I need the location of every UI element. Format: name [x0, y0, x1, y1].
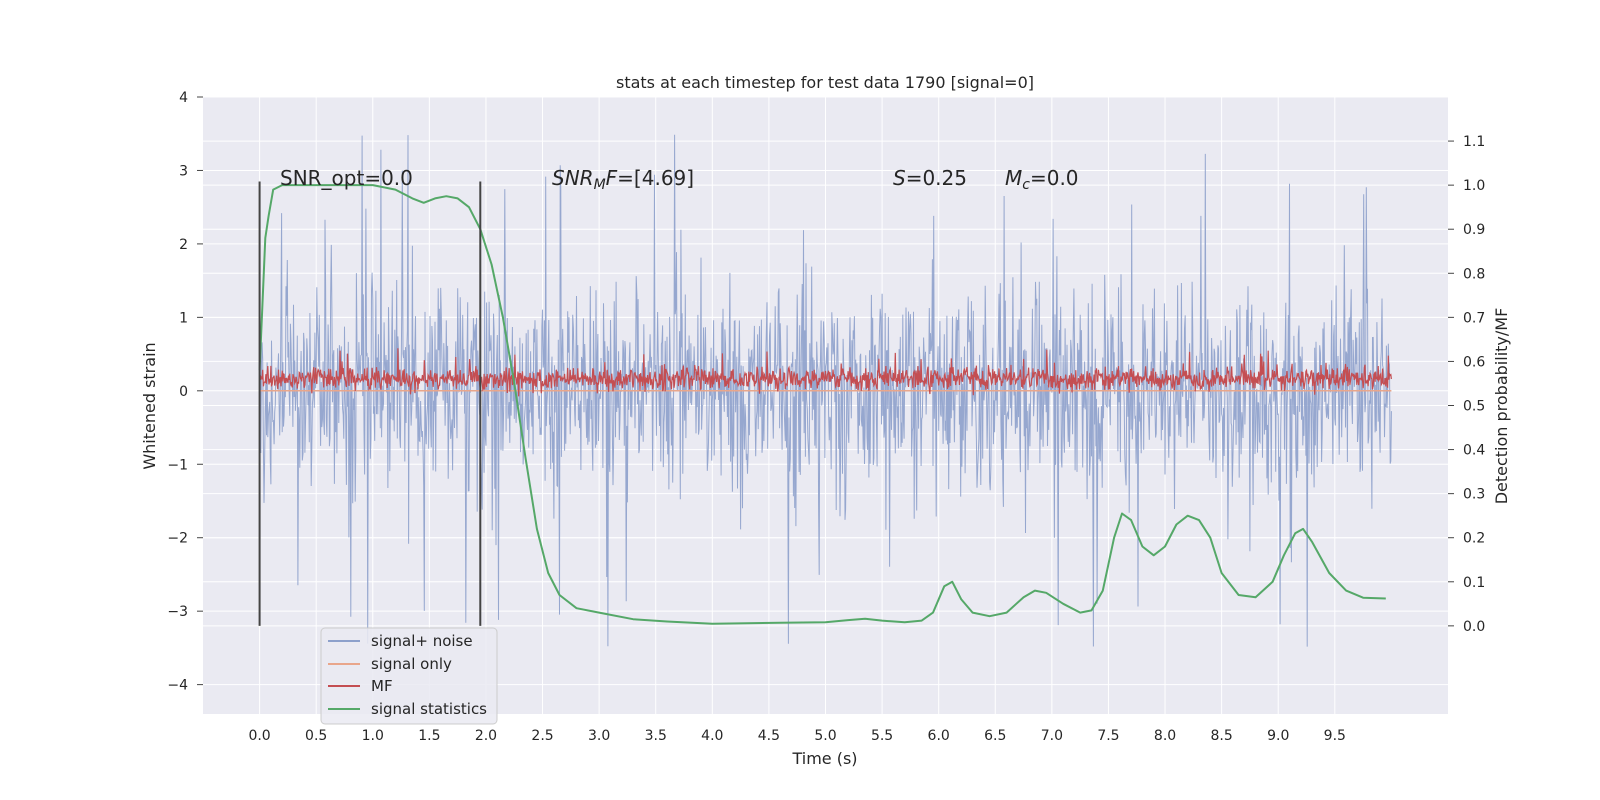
series-statistics-line: [258, 184, 1386, 625]
legend-label-noise: signal+ noise: [371, 632, 473, 650]
series-noise-line: [259, 134, 1392, 647]
x-tick-label: 5.0: [814, 728, 836, 744]
tick-labels: 0.0 0.5 1.0 1.5 2.0 2.5 3.0 3.5 4.0 4.5 5.0 5.5 6.0 6…: [167, 90, 1485, 744]
x-tick-label: 2.5: [531, 728, 553, 744]
y-tick-label: −2: [167, 531, 188, 547]
annotation-snr-mf: SNRMF=[4.69]: [552, 166, 694, 193]
y-right-tick-label: 0.1: [1463, 575, 1485, 591]
x-tick-label: 9.0: [1267, 728, 1289, 744]
x-tick-label: 4.0: [701, 728, 723, 744]
chart-title: stats at each timestep for test data 179…: [616, 73, 1034, 92]
x-tick-label: 5.5: [871, 728, 893, 744]
y-right-tick-label: 0.2: [1463, 531, 1485, 547]
x-tick-label: 8.0: [1154, 728, 1176, 744]
legend-label-statistics: signal statistics: [371, 700, 487, 718]
y-tick-label: −3: [167, 604, 188, 620]
x-tick-label: 8.5: [1211, 728, 1233, 744]
y-right-tick-label: 0.9: [1463, 222, 1485, 238]
y-right-tick-label: 0.3: [1463, 487, 1485, 503]
x-tick-label: 0.5: [305, 728, 327, 744]
x-tick-label: 1.0: [362, 728, 384, 744]
x-axis-label: Time (s): [791, 749, 857, 768]
series-mf-line: [259, 348, 1392, 397]
y-right-tick-label: 0.5: [1463, 399, 1485, 415]
y-tick-label: 4: [179, 90, 188, 106]
y-tick-label: 1: [179, 310, 188, 326]
x-tick-label: 0.0: [248, 728, 270, 744]
y-axis-label-right: Detection probability/MF: [1492, 308, 1511, 505]
x-tick-label: 2.0: [475, 728, 497, 744]
x-tick-label: 4.5: [758, 728, 780, 744]
y-right-tick-label: 1.0: [1463, 178, 1485, 194]
y-right-tick-label: 0.8: [1463, 266, 1485, 282]
y-tick-label: −4: [167, 678, 188, 694]
annotation-mc: Mc=0.0: [1005, 166, 1079, 193]
y-right-tick-label: 0.7: [1463, 310, 1485, 326]
y-tick-label: 2: [179, 237, 188, 253]
legend-label-signal-only: signal only: [371, 655, 452, 673]
y-right-tick-label: 0.4: [1463, 443, 1485, 459]
y-tick-label: 3: [179, 163, 188, 179]
x-tick-label: 3.0: [588, 728, 610, 744]
y-axis-label: Whitened strain: [140, 342, 159, 469]
annotation-s: S=0.25: [893, 166, 967, 190]
y-right-tick-label: 1.1: [1463, 134, 1485, 150]
y-tick-label: −1: [167, 457, 188, 473]
y-tick-label: 0: [179, 384, 188, 400]
legend-box: [320, 627, 498, 725]
x-tick-label: 7.0: [1041, 728, 1063, 744]
x-tick-label: 6.5: [984, 728, 1006, 744]
traces: [258, 134, 1392, 647]
annotation-snr-opt: SNR_opt=0.0: [280, 166, 413, 190]
legend: signal+ noise signal only MF signal stat…: [320, 627, 498, 725]
y-right-tick-label: 0.6: [1463, 354, 1485, 370]
vertical-lines: [258, 181, 482, 626]
x-tick-label: 9.5: [1324, 728, 1346, 744]
x-tick-label: 7.5: [1097, 728, 1119, 744]
x-tick-label: 6.0: [928, 728, 950, 744]
legend-label-mf: MF: [371, 677, 393, 695]
x-tick-label: 3.5: [645, 728, 667, 744]
x-tick-label: 1.5: [418, 728, 440, 744]
y-right-tick-label: 0.0: [1463, 619, 1485, 635]
